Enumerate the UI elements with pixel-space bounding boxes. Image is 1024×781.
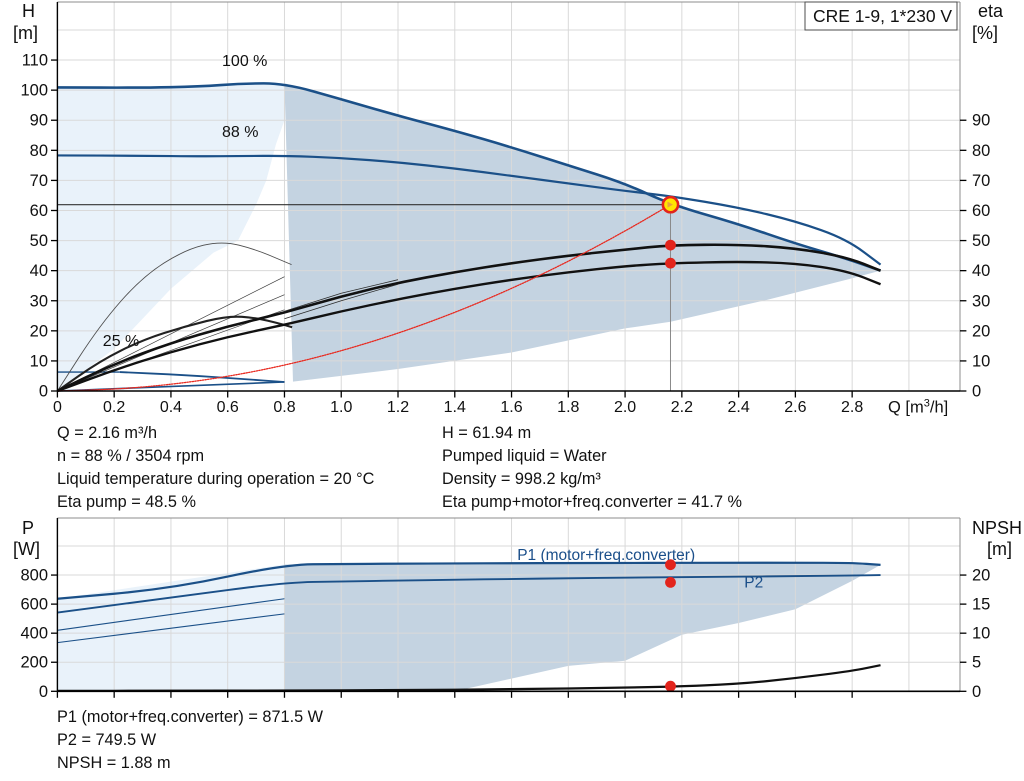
svg-text:20: 20 (972, 322, 990, 340)
svg-text:2.6: 2.6 (784, 399, 806, 416)
svg-text:n = 88 % / 3504 rpm: n = 88 % / 3504 rpm (57, 447, 204, 465)
svg-text:2.4: 2.4 (727, 399, 749, 416)
svg-text:1.2: 1.2 (387, 399, 409, 416)
svg-text:0.8: 0.8 (273, 399, 295, 416)
svg-text:[m]: [m] (987, 539, 1012, 559)
svg-text:1.0: 1.0 (330, 399, 352, 416)
svg-text:600: 600 (20, 596, 48, 614)
svg-text:40: 40 (972, 262, 990, 280)
svg-text:20: 20 (30, 322, 48, 340)
svg-text:2.8: 2.8 (841, 399, 863, 416)
svg-text:80: 80 (972, 142, 990, 160)
svg-text:10: 10 (30, 352, 48, 370)
svg-text:90: 90 (30, 112, 48, 130)
svg-text:200: 200 (20, 654, 48, 672)
svg-text:H: H (22, 1, 35, 21)
svg-text:2.0: 2.0 (614, 399, 636, 416)
svg-text:90: 90 (972, 112, 990, 130)
svg-text:[W]: [W] (13, 539, 40, 559)
svg-text:80: 80 (30, 142, 48, 160)
svg-text:30: 30 (30, 292, 48, 310)
svg-text:2.2: 2.2 (671, 399, 693, 416)
svg-text:H = 61.94 m: H = 61.94 m (442, 424, 531, 442)
svg-text:0: 0 (972, 683, 981, 701)
svg-text:50: 50 (30, 232, 48, 250)
svg-text:[m]: [m] (13, 23, 38, 43)
svg-text:40: 40 (30, 262, 48, 280)
svg-text:1.4: 1.4 (444, 399, 466, 416)
svg-text:0: 0 (53, 399, 62, 416)
svg-text:100 %: 100 % (222, 53, 267, 70)
svg-text:5: 5 (972, 654, 981, 672)
svg-text:88 %: 88 % (222, 124, 258, 141)
svg-text:50: 50 (972, 232, 990, 250)
svg-text:P2 = 749.5 W: P2 = 749.5 W (57, 731, 157, 749)
svg-text:70: 70 (30, 172, 48, 190)
svg-text:0: 0 (39, 383, 48, 401)
svg-text:CRE 1-9, 1*230 V: CRE 1-9, 1*230 V (813, 6, 952, 26)
svg-text:25 %: 25 % (103, 333, 139, 350)
svg-text:0.2: 0.2 (103, 399, 125, 416)
svg-text:Density = 998.2 kg/m³: Density = 998.2 kg/m³ (442, 470, 601, 488)
svg-text:Eta pump = 48.5 %: Eta pump = 48.5 % (57, 493, 196, 511)
svg-text:60: 60 (30, 202, 48, 220)
svg-text:Q [m3/h]: Q [m3/h] (888, 398, 948, 417)
svg-text:0: 0 (39, 683, 48, 701)
svg-text:[%]: [%] (972, 23, 998, 43)
svg-text:P2: P2 (744, 574, 763, 591)
svg-text:NPSH: NPSH (972, 518, 1022, 538)
svg-text:70: 70 (972, 172, 990, 190)
svg-text:0.4: 0.4 (160, 399, 182, 416)
svg-text:Q = 2.16 m³/h: Q = 2.16 m³/h (57, 424, 157, 442)
svg-text:Pumped liquid = Water: Pumped liquid = Water (442, 447, 607, 465)
svg-text:eta: eta (978, 1, 1004, 21)
svg-text:30: 30 (972, 292, 990, 310)
svg-text:P1 (motor+freq.converter): P1 (motor+freq.converter) (517, 547, 695, 564)
svg-text:0.6: 0.6 (217, 399, 239, 416)
svg-text:1.6: 1.6 (500, 399, 522, 416)
svg-text:NPSH = 1.88 m: NPSH = 1.88 m (57, 754, 171, 772)
svg-text:Liquid temperature during oper: Liquid temperature during operation = 20… (57, 470, 375, 488)
svg-text:0: 0 (972, 383, 981, 401)
svg-text:10: 10 (972, 352, 990, 370)
svg-text:P1 (motor+freq.converter) = 87: P1 (motor+freq.converter) = 871.5 W (57, 708, 324, 726)
svg-text:Eta pump+motor+freq.converter: Eta pump+motor+freq.converter = 41.7 % (442, 493, 742, 511)
svg-text:100: 100 (20, 82, 48, 100)
svg-text:110: 110 (22, 52, 48, 70)
svg-text:60: 60 (972, 202, 990, 220)
svg-text:400: 400 (20, 625, 48, 643)
svg-text:10: 10 (972, 625, 990, 643)
svg-text:15: 15 (972, 596, 990, 614)
svg-text:1.8: 1.8 (557, 399, 579, 416)
svg-text:800: 800 (20, 567, 48, 585)
svg-text:20: 20 (972, 567, 990, 585)
svg-text:P: P (22, 518, 34, 538)
